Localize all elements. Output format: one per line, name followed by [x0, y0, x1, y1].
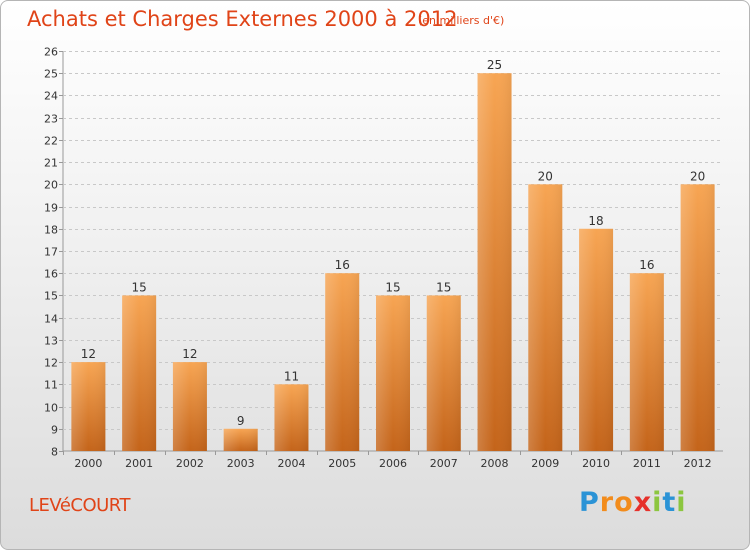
y-tick-label: 26 [44, 46, 58, 59]
data-label: 18 [588, 214, 603, 228]
bar-shine [274, 384, 309, 451]
bar-shine [629, 273, 664, 451]
commune-name: LEVéCOURT [29, 495, 131, 516]
bar-shine [223, 428, 258, 451]
data-label: 11 [284, 369, 299, 383]
y-tick-label: 8 [51, 446, 58, 459]
x-tick-label: 2004 [277, 457, 305, 470]
data-label: 20 [690, 169, 705, 183]
y-tick-label: 24 [44, 90, 58, 103]
bar-shine [122, 295, 157, 451]
logo-letter: P [579, 487, 600, 518]
x-tick-label: 2007 [430, 457, 458, 470]
logo-letter: i [676, 487, 687, 518]
y-tick-label: 16 [44, 268, 58, 281]
data-label: 25 [487, 58, 502, 72]
logo-letter: x [633, 487, 653, 518]
chart-title: Achats et Charges Externes 2000 à 2012 [27, 7, 458, 31]
bar-shine [325, 273, 360, 451]
y-tick-label: 18 [44, 224, 58, 237]
x-tick-label: 2011 [633, 457, 661, 470]
logo-letter: o [614, 487, 634, 518]
data-label: 9 [237, 414, 245, 428]
chart-subtitle: (en milliers d'€) [418, 14, 505, 27]
y-tick-label: 22 [44, 135, 58, 148]
y-tick-label: 12 [44, 357, 58, 370]
x-tick-label: 2009 [531, 457, 559, 470]
logo-letter: r [599, 487, 615, 518]
data-label: 20 [538, 169, 553, 183]
bar-shine [477, 73, 512, 451]
bar-shine [376, 295, 410, 451]
data-label: 15 [385, 280, 400, 294]
bar-shine [528, 184, 563, 452]
data-label: 15 [132, 280, 147, 294]
y-tick-label: 23 [44, 113, 58, 126]
bar-shine [71, 362, 106, 451]
data-label: 12 [182, 347, 197, 361]
y-tick-label: 19 [44, 202, 58, 215]
proxiti-logo: Proxiti [579, 487, 687, 518]
x-tick-label: 2008 [481, 457, 509, 470]
x-tick-label: 2002 [176, 457, 204, 470]
y-tick-label: 15 [44, 290, 58, 303]
logo-letter: i [652, 487, 663, 518]
data-label: 15 [436, 280, 451, 294]
y-tick-label: 9 [51, 424, 58, 437]
x-tick-label: 2000 [74, 457, 102, 470]
x-tick-label: 2012 [684, 457, 712, 470]
x-tick-label: 2001 [125, 457, 153, 470]
logo-letter: t [662, 487, 677, 518]
y-tick-label: 21 [44, 157, 58, 170]
y-tick-label: 25 [44, 68, 58, 81]
bar-shine [579, 228, 614, 451]
x-tick-label: 2006 [379, 457, 407, 470]
bar-shine [426, 295, 461, 451]
bar-shine [172, 362, 207, 451]
y-tick-label: 11 [44, 379, 58, 392]
bar-shine [680, 184, 715, 452]
data-label: 16 [639, 258, 654, 272]
data-label: 12 [81, 347, 96, 361]
x-tick-label: 2010 [582, 457, 610, 470]
y-tick-label: 13 [44, 335, 58, 348]
x-tick-label: 2005 [328, 457, 356, 470]
y-tick-label: 17 [44, 246, 58, 259]
data-label: 16 [335, 258, 350, 272]
y-tick-label: 14 [44, 313, 58, 326]
x-tick-label: 2003 [227, 457, 255, 470]
y-tick-label: 10 [44, 402, 58, 415]
y-tick-label: 20 [44, 179, 58, 192]
